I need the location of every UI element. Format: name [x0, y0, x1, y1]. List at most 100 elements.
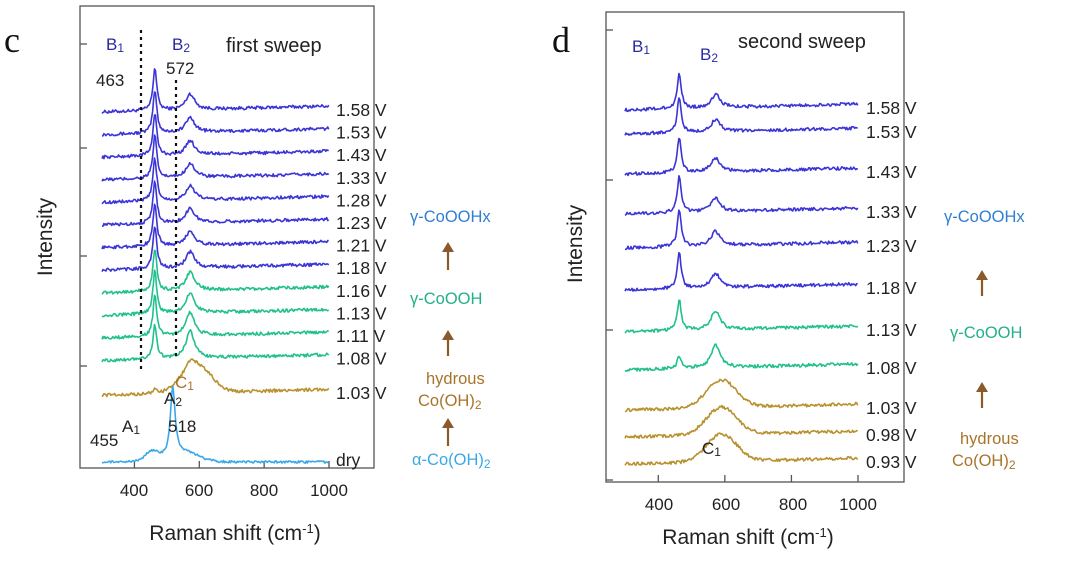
- phase-label-gamma-coooh: γ-CoOOH: [950, 324, 1022, 342]
- voltage-label: 1.11 V: [336, 326, 386, 346]
- y-tick-marks: [606, 29, 613, 481]
- spectra-traces: [101, 68, 330, 464]
- spectrum-line: [101, 203, 329, 250]
- x-tick-label: 400: [645, 495, 673, 514]
- peak-label-b1: B1: [632, 37, 650, 57]
- voltage-label: 1.03 V: [866, 398, 917, 418]
- voltage-label: 1.58 V: [336, 100, 387, 120]
- x-tick-label: 400: [120, 481, 148, 500]
- spectrum-line: [624, 137, 859, 177]
- x-tick-label: 600: [185, 481, 213, 500]
- voltage-label: 1.13 V: [336, 303, 387, 323]
- peak-label-a2: A2: [164, 389, 182, 409]
- voltage-label: 1.43 V: [336, 145, 387, 165]
- peak-pos-a2: 518: [168, 417, 196, 436]
- phase-label-alpha-co-oh-2: α-Co(OH)2: [412, 451, 491, 471]
- spectrum-line: [101, 91, 330, 137]
- spectrum-line: [624, 299, 859, 334]
- spectrum-line: [101, 134, 330, 182]
- spectrum-line: [101, 249, 330, 295]
- spectrum-line: [624, 378, 859, 413]
- phase-label-gamma-coooh-x: γ-CoOOHx: [944, 208, 1025, 226]
- arrow-up-icon: [442, 242, 454, 270]
- voltage-labels: 1.58 V 1.53 V1.43 V 1.33 V1.28 V 1.23 V 1.21…: [336, 100, 387, 470]
- spectrum-line: [101, 358, 330, 398]
- phase-label-gamma-coooh: γ-CoOOH: [410, 290, 482, 308]
- voltage-label: 1.23 V: [866, 236, 917, 256]
- plot-frame: [79, 5, 375, 469]
- peak-label-a1: A1: [122, 417, 140, 437]
- sweep-title: second sweep: [738, 31, 866, 53]
- peak-label-b2: B2: [172, 35, 190, 55]
- spectrum-line: [624, 175, 859, 216]
- voltage-label: 1.33 V: [336, 168, 387, 188]
- spectrum-line: [624, 251, 858, 292]
- spectrum-line: [101, 269, 330, 318]
- voltage-label: 1.33 V: [866, 202, 917, 222]
- voltage-label: 1.23 V: [336, 213, 387, 233]
- voltage-label: 1.53 V: [336, 123, 387, 143]
- x-axis-title: Raman shift (cm-1): [662, 525, 833, 549]
- voltage-label: 1.58 V: [866, 98, 917, 118]
- spectrum-line: [101, 323, 330, 363]
- spectrum-line: [101, 294, 329, 340]
- peak-label-b2: B2: [700, 45, 718, 65]
- spectrum-line: [101, 385, 329, 464]
- voltage-label: 1.18 V: [336, 258, 387, 278]
- voltage-label: 1.18 V: [866, 278, 917, 298]
- voltage-label: 0.93 V: [866, 452, 917, 472]
- voltage-label: 1.28 V: [336, 190, 387, 210]
- x-tick-label: 1000: [310, 481, 348, 500]
- phase-label-hydrous: hydrous: [426, 370, 485, 388]
- x-tick-marks: [657, 475, 859, 482]
- spectrum-line: [624, 72, 859, 113]
- voltage-label: dry: [336, 450, 361, 470]
- spectrum-line: [624, 209, 859, 251]
- x-tick-label: 800: [250, 481, 278, 500]
- peak-pos-b1: 463: [96, 71, 124, 90]
- sweep-title: first sweep: [226, 35, 322, 57]
- voltage-label: 1.08 V: [866, 358, 917, 378]
- phase-label-co-oh-2: Co(OH)2: [418, 392, 482, 412]
- phase-label-co-oh-2: Co(OH)2: [952, 452, 1016, 472]
- voltage-label: 1.21 V: [336, 236, 387, 256]
- voltage-labels: 1.58 V 1.53 V 1.43 V 1.33 V 1.23 V 1.18 V 1.13…: [866, 98, 917, 472]
- peak-label-b1: B1: [106, 35, 124, 55]
- x-tick-label: 800: [779, 495, 807, 514]
- y-tick-marks: [80, 43, 87, 367]
- voltage-label: 1.08 V: [336, 349, 387, 369]
- plot-frame: [605, 11, 905, 483]
- spectrum-line: [101, 157, 330, 205]
- spectrum-line: [624, 343, 859, 372]
- x-tick-label: 600: [712, 495, 740, 514]
- voltage-label: 1.53 V: [866, 122, 917, 142]
- spectrum-line: [624, 97, 858, 136]
- peak-label-c1: C1: [702, 439, 721, 459]
- voltage-label: 0.98 V: [866, 425, 917, 445]
- spectrum-line: [624, 432, 859, 466]
- spectra-traces: [624, 72, 859, 466]
- voltage-label: 1.16 V: [336, 281, 387, 301]
- y-axis-title: Intensity: [564, 204, 587, 283]
- panel-letter-d: d: [552, 20, 570, 60]
- voltage-label: 1.03 V: [336, 383, 387, 403]
- spectrum-line: [101, 180, 330, 228]
- voltage-label: 1.43 V: [866, 162, 917, 182]
- spectrum-line: [624, 404, 858, 439]
- x-axis-title: Raman shift (cm-1): [149, 521, 320, 545]
- peak-pos-b2: 572: [166, 59, 194, 78]
- y-axis-title: Intensity: [34, 197, 57, 276]
- voltage-label: 1.13 V: [866, 320, 917, 340]
- peak-pos-a1: 455: [90, 431, 118, 450]
- phase-label-hydrous: hydrous: [960, 430, 1019, 448]
- arrow-up-icon: [976, 382, 988, 408]
- panel-d: d second sweep Intensity Raman shift (cm…: [552, 11, 1025, 549]
- spectrum-line: [101, 114, 329, 160]
- panel-letter-c: c: [4, 20, 20, 60]
- arrow-up-icon: [442, 418, 454, 446]
- phase-label-gamma-coooh-x: γ-CoOOHx: [410, 208, 491, 226]
- arrow-up-icon: [442, 330, 454, 356]
- x-tick-label: 1000: [839, 495, 877, 514]
- spectrum-line: [101, 226, 330, 272]
